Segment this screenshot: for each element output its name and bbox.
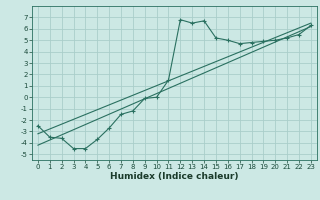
X-axis label: Humidex (Indice chaleur): Humidex (Indice chaleur) <box>110 172 239 181</box>
